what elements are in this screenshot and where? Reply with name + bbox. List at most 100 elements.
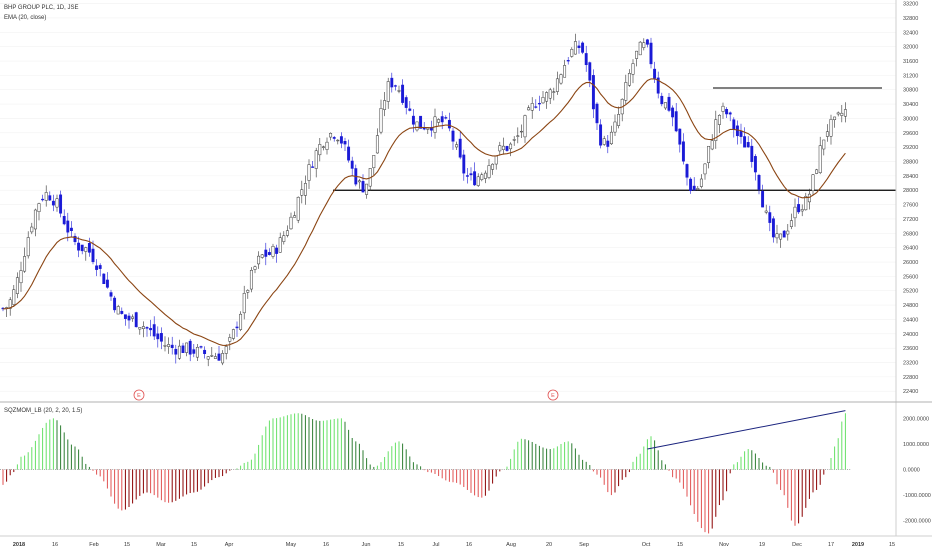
- candle-body: [318, 144, 322, 156]
- candle: [91, 240, 95, 265]
- candle-body: [789, 220, 793, 227]
- candle: [519, 124, 523, 139]
- candle: [105, 272, 109, 289]
- candle-body: [555, 78, 559, 92]
- price-tick-label: 26000: [903, 260, 918, 266]
- candle: [739, 123, 743, 144]
- earnings-marker-2[interactable]: E: [547, 389, 559, 401]
- candle: [221, 350, 225, 366]
- candle: [289, 212, 293, 230]
- earnings-marker-1[interactable]: E: [133, 389, 145, 401]
- candle-body: [33, 209, 37, 230]
- candle-body: [811, 174, 815, 191]
- candle-body: [537, 102, 541, 105]
- candle-body: [613, 121, 617, 133]
- candle-body: [87, 243, 91, 253]
- candle: [80, 244, 84, 255]
- candle: [336, 139, 340, 145]
- candle: [645, 38, 649, 48]
- date-tick-label: 15: [191, 542, 197, 548]
- candle: [87, 237, 91, 257]
- candle-body: [116, 306, 120, 315]
- candle-body: [321, 146, 325, 148]
- candle: [235, 321, 239, 337]
- candle: [429, 120, 433, 137]
- candle: [793, 198, 797, 227]
- candle-body: [224, 346, 228, 354]
- candle: [843, 102, 847, 123]
- candle-body: [404, 97, 408, 108]
- candle-body: [433, 116, 437, 133]
- candle-body: [689, 178, 693, 191]
- candle: [624, 74, 628, 105]
- candle: [354, 164, 358, 187]
- candle: [303, 175, 307, 205]
- candle-body: [23, 256, 27, 272]
- candle: [469, 167, 473, 181]
- candle-body: [134, 312, 138, 328]
- candle-body: [660, 95, 664, 105]
- date-tick-label: 2018: [13, 542, 25, 548]
- date-tick-label: 16: [466, 542, 472, 548]
- date-tick-label: 20: [546, 542, 552, 548]
- candle-body: [451, 130, 455, 142]
- candle-body: [782, 230, 786, 238]
- candle-body: [761, 191, 765, 208]
- candle-body: [177, 345, 181, 359]
- candle: [710, 134, 714, 151]
- candle-body: [775, 233, 779, 239]
- candle: [498, 141, 502, 156]
- candle-body: [145, 327, 149, 329]
- candle: [707, 145, 711, 169]
- candle-body: [285, 230, 289, 236]
- candle: [581, 41, 585, 55]
- date-tick-label: 16: [323, 542, 329, 548]
- candle: [199, 345, 203, 349]
- candle-body: [44, 192, 48, 201]
- candle: [271, 243, 275, 259]
- candle: [159, 327, 163, 350]
- candle: [365, 183, 369, 199]
- candle: [501, 137, 505, 155]
- candle: [404, 95, 408, 115]
- candle: [19, 261, 23, 292]
- candle-body: [566, 60, 570, 62]
- candle: [73, 233, 77, 246]
- candle: [505, 145, 509, 152]
- candle-body: [617, 114, 621, 126]
- candle-body: [66, 220, 70, 233]
- candle: [663, 102, 667, 110]
- candle-body: [498, 145, 502, 152]
- candle-body: [397, 90, 401, 92]
- candle: [55, 194, 59, 212]
- price-tick-label: 30800: [903, 88, 918, 94]
- candle-body: [401, 84, 405, 103]
- candle-body: [393, 85, 397, 87]
- candle-body: [257, 255, 261, 265]
- candle-body: [707, 145, 711, 163]
- date-tick-label: 19: [759, 542, 765, 548]
- candle-body: [69, 227, 73, 231]
- candle-body: [725, 109, 729, 115]
- candle-body: [350, 160, 354, 169]
- price-tick-label: 23600: [903, 346, 918, 352]
- date-tick-label: 15: [398, 542, 404, 548]
- candle-body: [267, 252, 271, 255]
- candle: [591, 69, 595, 118]
- date-tick-label: May: [286, 542, 297, 548]
- candle-body: [149, 328, 153, 331]
- candle: [307, 159, 311, 190]
- momentum-tick-label: 0.0000: [903, 468, 920, 474]
- candle-body: [12, 289, 16, 305]
- candle-body: [491, 163, 495, 170]
- candle: [123, 314, 127, 326]
- candle: [512, 136, 516, 146]
- price-tick-label: 25200: [903, 289, 918, 295]
- candle-body: [836, 112, 840, 115]
- candle: [379, 99, 383, 135]
- candle-body: [465, 175, 469, 177]
- candle: [779, 233, 783, 248]
- price-tick-label: 23200: [903, 361, 918, 367]
- candle: [224, 344, 228, 360]
- candle-body: [480, 174, 484, 180]
